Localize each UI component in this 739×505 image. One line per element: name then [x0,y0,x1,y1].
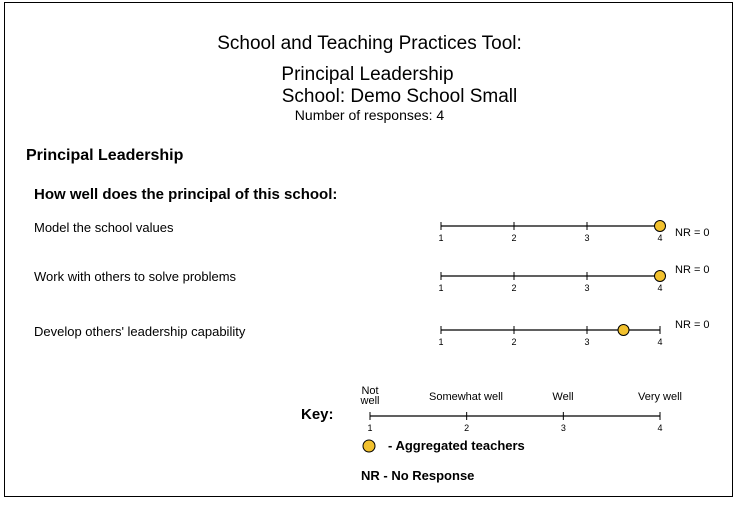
school-name: School: Demo School Small [281,86,518,107]
scale-tick-label: 3 [584,283,589,293]
key-tick-label: 4 [657,423,662,433]
key-anchor-label: Not [361,385,378,397]
nr-count-3: NR = 0 [675,319,710,331]
key-anchor-label: well [360,395,380,407]
key-tick-label: 2 [464,423,469,433]
question-heading: How well does the principal of this scho… [34,186,338,203]
item-label-2: Work with others to solve problems [34,269,237,284]
item-label-1: Model the school values [34,220,174,235]
nr-count-1: NR = 0 [675,227,710,239]
mean-marker-2 [654,270,666,282]
scale-tick-label: 2 [511,233,516,243]
key-anchor-label: Somewhat well [429,391,503,403]
domain-title: Principal Leadership [281,64,454,85]
nr-note: NR - No Response [361,468,475,483]
scale-tick-label: 1 [438,233,443,243]
item-label-3: Develop others' leadership capability [34,324,246,339]
scale-tick-label: 3 [584,337,589,347]
scale-tick-label: 1 [438,283,443,293]
key-label: Key: [301,406,334,423]
scale-tick-label: 4 [657,337,662,347]
mean-marker-1 [654,220,666,232]
page-frame [4,2,733,497]
mean-marker-3 [617,324,630,336]
legend-marker-icon [362,439,376,453]
section-title: Principal Leadership [26,147,184,164]
scale-tick-label: 2 [511,283,516,293]
legend-marker-label: - Aggregated teachers [388,438,525,453]
tool-title: School and Teaching Practices Tool: [217,33,522,54]
nr-count-2: NR = 0 [675,264,710,276]
scale-tick-label: 3 [584,233,589,243]
scale-tick-label: 4 [657,233,662,243]
key-tick-label: 3 [561,423,566,433]
key-anchor-label: Very well [638,391,682,403]
key-tick-label: 1 [367,423,372,433]
scale-tick-label: 2 [511,337,516,347]
scale-tick-label: 1 [438,337,443,347]
scale-tick-label: 4 [657,283,662,293]
response-count: Number of responses: 4 [294,107,445,123]
key-anchor-label: Well [552,391,573,403]
